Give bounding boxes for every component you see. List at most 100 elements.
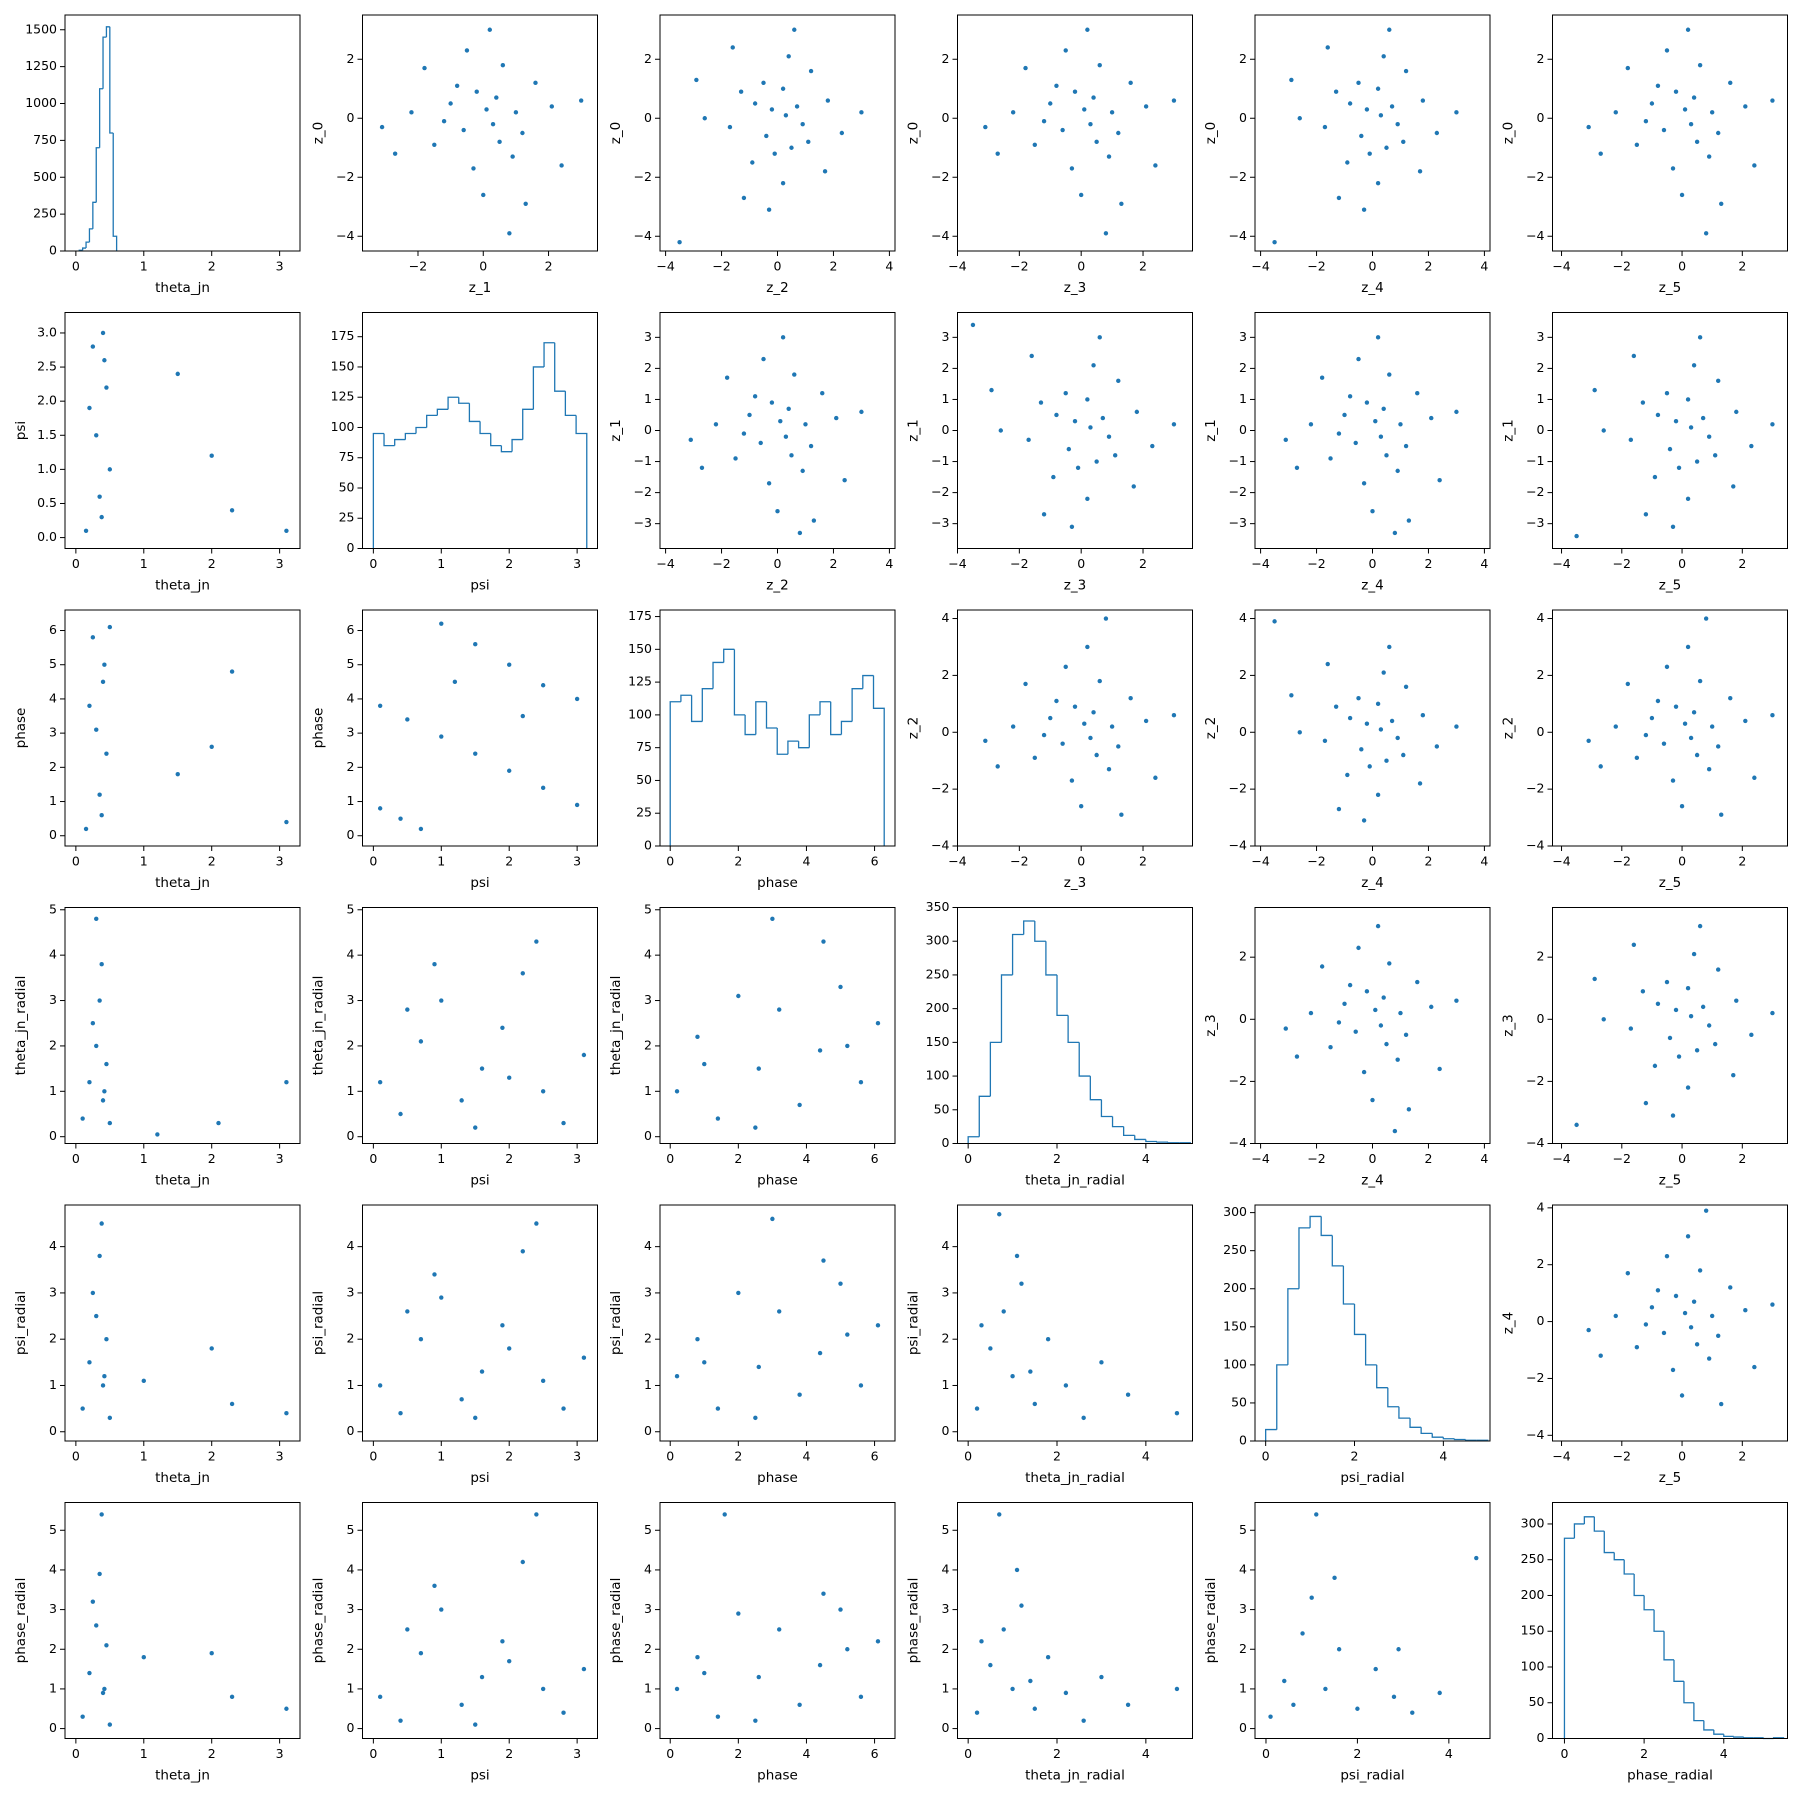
y-tick-label: −1 [931, 453, 949, 468]
histogram-step [1298, 1227, 1311, 1289]
scatter-point [1381, 995, 1386, 1000]
scatter-point [806, 139, 811, 145]
y-tick-label: 2 [49, 759, 57, 774]
y-tick-label: 0 [942, 1423, 950, 1438]
y-tick-label: −2 [1229, 781, 1247, 796]
scatter-point [1634, 755, 1640, 761]
y-tick-label: 250 [33, 206, 57, 221]
x-tick-label: 0 [72, 1449, 80, 1464]
x-tick-label: 2 [1640, 1746, 1648, 1761]
histogram-step [1387, 1387, 1399, 1408]
y-tick-label: 0 [1239, 1011, 1247, 1026]
y-tick-label: −4 [931, 838, 949, 853]
scatter-point [1387, 644, 1392, 650]
scatter-point [800, 121, 805, 127]
scatter-point [510, 154, 515, 159]
scatter-point [99, 1512, 104, 1517]
y-tick-label: −2 [1229, 484, 1247, 499]
scatter-point [1094, 752, 1099, 758]
y-tick-label: −2 [1526, 781, 1544, 796]
scatter-point [1731, 1072, 1736, 1078]
scatter-point [825, 98, 831, 103]
y-tick-label: 0 [644, 1720, 652, 1735]
y-tick-label: 1 [942, 391, 950, 406]
scatter-point [792, 372, 797, 377]
histogram-step [479, 421, 491, 435]
scatter-point [777, 1309, 782, 1314]
scatter-point [1752, 775, 1757, 780]
scatter-point [1401, 139, 1406, 145]
x-tick-label: 2 [208, 1151, 216, 1166]
y-tick-label: 4 [644, 1561, 652, 1576]
histogram-step [543, 342, 555, 367]
histogram-step [383, 433, 395, 447]
scatter-point [448, 101, 453, 106]
scatter-point [1106, 767, 1112, 772]
scatter-point [1359, 133, 1364, 139]
y-tick-label: 50 [1231, 1394, 1247, 1409]
scatter-point [141, 1378, 146, 1384]
histogram-step [1364, 1334, 1377, 1366]
y-axis-label: phase_radial [1203, 1578, 1219, 1664]
scatter-point [1328, 456, 1333, 461]
histogram-step [1398, 1406, 1411, 1419]
x-tick-label: −4 [948, 556, 966, 571]
scatter-point [1294, 1054, 1300, 1059]
histogram-step [1743, 1737, 1754, 1739]
y-axis-label: z_0 [906, 122, 922, 144]
y-tick-label: 0 [1239, 422, 1247, 437]
scatter-point [694, 77, 699, 83]
histogram-step [1563, 1537, 1575, 1739]
scatter-point [1391, 1694, 1397, 1700]
scatter-point [1586, 738, 1591, 743]
axes-frame [1552, 1502, 1788, 1739]
scatter-point [1429, 415, 1434, 421]
scatter-point [1743, 104, 1748, 109]
scatter-point [1625, 1271, 1631, 1276]
scatter-point [1364, 400, 1370, 405]
scatter-point [1116, 744, 1121, 749]
scatter-point [459, 1397, 464, 1402]
scatter-point [561, 1120, 566, 1126]
scatter-point [1361, 207, 1367, 212]
scatter-point [674, 1374, 680, 1379]
scatter-point [1685, 27, 1691, 32]
scatter-point [459, 1702, 464, 1707]
scatter-point [484, 107, 489, 112]
histogram-step [88, 228, 93, 243]
scatter-point [90, 635, 96, 640]
y-tick-label: 3 [942, 329, 950, 344]
x-tick-label: 0 [1678, 1449, 1686, 1464]
scatter-point [715, 1714, 721, 1719]
scatter-point [377, 806, 383, 811]
scatter-point [1041, 732, 1047, 738]
x-axis-label: z_4 [1361, 578, 1383, 594]
y-tick-label: 2 [942, 51, 950, 66]
x-axis-label: phase [757, 1173, 798, 1189]
x-tick-label: 0 [369, 1151, 377, 1166]
scatter-point [432, 1583, 437, 1588]
scatter-point [1664, 664, 1670, 670]
scatter-point [94, 433, 99, 438]
y-tick-label: 2 [1537, 360, 1545, 375]
scatter-point [229, 508, 235, 513]
y-tick-label: 25 [339, 510, 355, 525]
y-tick-label: 1500 [25, 21, 57, 36]
scatter-point [974, 1406, 980, 1411]
scatter-point [523, 201, 528, 206]
scatter-point [1359, 747, 1364, 752]
scatter-point [1667, 446, 1673, 452]
x-axis-label: z_5 [1659, 875, 1681, 891]
scatter-point [1601, 428, 1606, 433]
scatter-point [1378, 727, 1384, 732]
scatter-point [481, 192, 486, 198]
scatter-point [727, 124, 733, 130]
histogram-step [989, 1041, 1002, 1097]
y-tick-label: 50 [636, 772, 652, 787]
x-axis-label: psi_radial [1340, 1768, 1404, 1784]
x-axis-label: phase [757, 1470, 798, 1486]
x-tick-label: 2 [208, 1449, 216, 1464]
scatter-point [1291, 1702, 1296, 1707]
histogram-step [82, 247, 87, 251]
scatter-point [471, 166, 476, 171]
